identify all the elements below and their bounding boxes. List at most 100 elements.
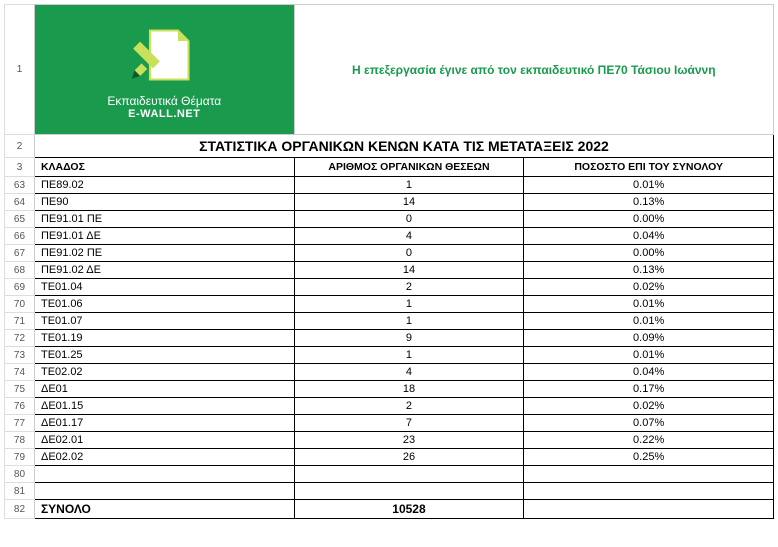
cell-pct: 0.13% — [524, 194, 774, 211]
cell-count: 1 — [294, 296, 524, 313]
cell-pct: 0.04% — [524, 364, 774, 381]
col-header-pct: ΠΟΣΟΣΤΟ ΕΠΙ ΤΟΥ ΣΥΝΟΛΟΥ — [524, 158, 774, 177]
row-number: 66 — [5, 228, 35, 245]
cell-pct: 0.01% — [524, 347, 774, 364]
table-row: 76ΔΕ01.1520.02% — [5, 398, 774, 415]
table-row: 66ΠΕ91.01 ΔΕ40.04% — [5, 228, 774, 245]
row-number: 80 — [5, 466, 35, 483]
column-header-row: 3 ΚΛΑΔΟΣ ΑΡΙΘΜΟΣ ΟΡΓΑΝΙΚΩΝ ΘΕΣΕΩΝ ΠΟΣΟΣΤ… — [5, 158, 774, 177]
cell-klados: ΔΕ02.02 — [34, 449, 294, 466]
cell-klados: ΠΕ91.02 ΠΕ — [34, 245, 294, 262]
cell-pct: 0.01% — [524, 296, 774, 313]
cell-pct: 0.25% — [524, 449, 774, 466]
cell-count: 26 — [294, 449, 524, 466]
credit-cell: Η επεξεργασία έγινε από τον εκπαιδευτικό… — [294, 5, 773, 135]
cell-pct: 0.01% — [524, 177, 774, 194]
col-header-klados: ΚΛΑΔΟΣ — [34, 158, 294, 177]
cell-pct: 0.07% — [524, 415, 774, 432]
row-number: 70 — [5, 296, 35, 313]
row-number: 77 — [5, 415, 35, 432]
cell-pct: 0.17% — [524, 381, 774, 398]
cell-pct: 0.00% — [524, 245, 774, 262]
logo-cell: Εκπαιδευτικά Θέματα E-WALL.NET — [34, 5, 294, 135]
empty-row: 81 — [5, 483, 774, 500]
table-row: 78ΔΕ02.01230.22% — [5, 432, 774, 449]
cell-count: 0 — [294, 211, 524, 228]
cell-count: 0 — [294, 245, 524, 262]
row-number: 81 — [5, 483, 35, 500]
cell-pct: 0.00% — [524, 211, 774, 228]
col-header-count: ΑΡΙΘΜΟΣ ΟΡΓΑΝΙΚΩΝ ΘΕΣΕΩΝ — [294, 158, 524, 177]
row-number: 72 — [5, 330, 35, 347]
logo-line1: Εκπαιδευτικά Θέματα — [107, 94, 221, 108]
cell-count: 18 — [294, 381, 524, 398]
spreadsheet-table: 1 Εκπαιδευτικά Θέματα E-WALL.NET Η επεξε… — [4, 4, 774, 519]
empty-cell — [34, 483, 294, 500]
cell-count: 7 — [294, 415, 524, 432]
cell-count: 1 — [294, 177, 524, 194]
cell-klados: ΠΕ89.02 — [34, 177, 294, 194]
row-number: 75 — [5, 381, 35, 398]
row-number: 74 — [5, 364, 35, 381]
cell-klados: ΔΕ01.15 — [34, 398, 294, 415]
cell-klados: ΔΕ02.01 — [34, 432, 294, 449]
table-row: 65ΠΕ91.01 ΠΕ00.00% — [5, 211, 774, 228]
cell-klados: ΔΕ01.17 — [34, 415, 294, 432]
row-number: 68 — [5, 262, 35, 279]
logo-header-row: 1 Εκπαιδευτικά Θέματα E-WALL.NET Η επεξε… — [5, 5, 774, 135]
cell-count: 14 — [294, 194, 524, 211]
row-number: 1 — [5, 5, 35, 135]
cell-klados: ΠΕ91.01 ΠΕ — [34, 211, 294, 228]
empty-cell — [524, 483, 774, 500]
row-number: 69 — [5, 279, 35, 296]
table-row: 79ΔΕ02.02260.25% — [5, 449, 774, 466]
cell-klados: ΠΕ91.01 ΔΕ — [34, 228, 294, 245]
total-row: 82 ΣΥΝΟΛΟ 10528 — [5, 500, 774, 519]
empty-cell — [34, 466, 294, 483]
cell-pct: 0.02% — [524, 279, 774, 296]
cell-klados: ΔΕ01 — [34, 381, 294, 398]
cell-count: 9 — [294, 330, 524, 347]
row-number: 73 — [5, 347, 35, 364]
table-row: 69ΤΕ01.0420.02% — [5, 279, 774, 296]
cell-pct: 0.01% — [524, 313, 774, 330]
row-number: 67 — [5, 245, 35, 262]
total-value: 10528 — [294, 500, 524, 519]
table-row: 68ΠΕ91.02 ΔΕ140.13% — [5, 262, 774, 279]
table-title: ΣΤΑΤΙΣΤΙΚΑ ΟΡΓΑΝΙΚΩΝ ΚΕΝΩΝ ΚΑΤΑ ΤΙΣ ΜΕΤΑ… — [34, 135, 773, 158]
row-number: 82 — [5, 500, 35, 519]
table-row: 70ΤΕ01.0610.01% — [5, 296, 774, 313]
empty-row: 80 — [5, 466, 774, 483]
cell-pct: 0.22% — [524, 432, 774, 449]
title-row: 2 ΣΤΑΤΙΣΤΙΚΑ ΟΡΓΑΝΙΚΩΝ ΚΕΝΩΝ ΚΑΤΑ ΤΙΣ ΜΕ… — [5, 135, 774, 158]
row-number: 65 — [5, 211, 35, 228]
cell-pct: 0.04% — [524, 228, 774, 245]
row-number: 64 — [5, 194, 35, 211]
cell-klados: ΠΕ91.02 ΔΕ — [34, 262, 294, 279]
cell-klados: ΤΕ01.06 — [34, 296, 294, 313]
total-label: ΣΥΝΟΛΟ — [34, 500, 294, 519]
table-row: 77ΔΕ01.1770.07% — [5, 415, 774, 432]
cell-count: 1 — [294, 347, 524, 364]
cell-count: 4 — [294, 364, 524, 381]
table-row: 71ΤΕ01.0710.01% — [5, 313, 774, 330]
empty-cell — [294, 466, 524, 483]
cell-count: 4 — [294, 228, 524, 245]
cell-klados: ΤΕ01.25 — [34, 347, 294, 364]
row-number: 63 — [5, 177, 35, 194]
pencil-doc-icon — [129, 20, 199, 90]
table-row: 72ΤΕ01.1990.09% — [5, 330, 774, 347]
table-row: 63ΠΕ89.0210.01% — [5, 177, 774, 194]
cell-count: 14 — [294, 262, 524, 279]
cell-pct: 0.09% — [524, 330, 774, 347]
empty-cell — [294, 483, 524, 500]
cell-count: 2 — [294, 398, 524, 415]
cell-klados: ΤΕ02.02 — [34, 364, 294, 381]
table-row: 73ΤΕ01.2510.01% — [5, 347, 774, 364]
table-row: 74ΤΕ02.0240.04% — [5, 364, 774, 381]
cell-pct: 0.13% — [524, 262, 774, 279]
table-row: 75ΔΕ01180.17% — [5, 381, 774, 398]
row-number: 76 — [5, 398, 35, 415]
cell-klados: ΤΕ01.07 — [34, 313, 294, 330]
row-number: 71 — [5, 313, 35, 330]
